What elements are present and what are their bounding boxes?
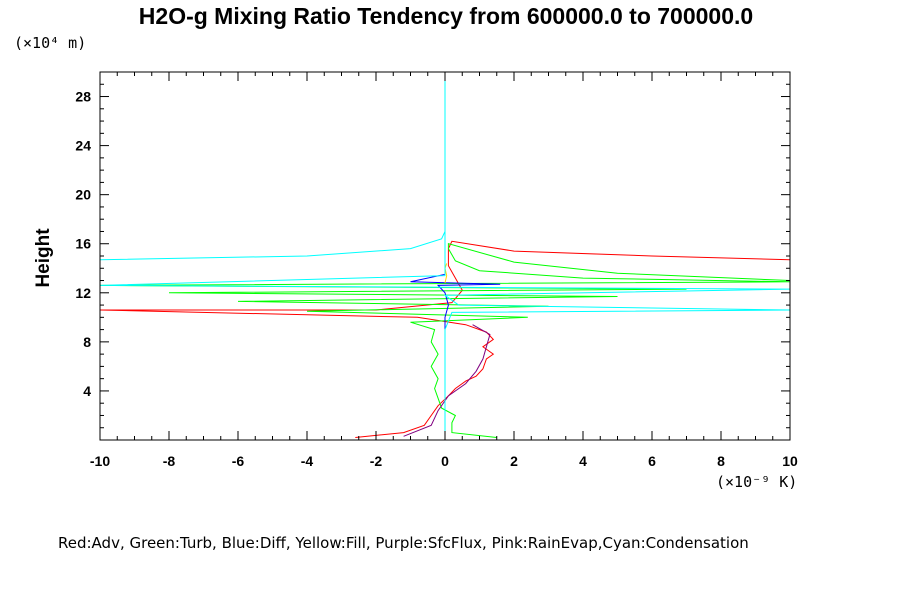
series-line-5 [99,72,791,440]
x-tick-label: 0 [441,453,449,469]
y-tick-label: 12 [75,285,91,301]
x-tick-label: -6 [232,453,245,469]
y-tick-label: 4 [83,383,91,399]
x-tick-label: 10 [782,453,798,469]
y-axis-label: Height [33,228,54,288]
chart-title: H2O-g Mixing Ratio Tendency from 600000.… [139,3,753,29]
legend: Red:Adv, Green:Turb, Blue:Diff, Yellow:F… [58,534,749,552]
series-line-4 [403,324,491,437]
series-layer [99,72,791,440]
y-unit-label: (×10⁴ m) [14,34,86,52]
y-tick-label: 24 [75,138,91,154]
x-tick-label: 6 [648,453,656,469]
series-line-2 [410,260,501,416]
series-line-3 [444,263,448,284]
series-line-1 [99,243,791,438]
x-unit-label: (×10⁻⁹ K) [716,473,797,491]
x-tick-label: -10 [90,453,110,469]
y-tick-label: 8 [83,334,91,350]
plot-frame [99,71,791,441]
x-tick-label: 8 [717,453,725,469]
x-tick-label: 4 [579,453,587,469]
x-tick-label: -2 [370,453,383,469]
y-tick-label: 28 [75,89,91,105]
x-tick-label: 2 [510,453,518,469]
x-tick-label: -8 [163,453,176,469]
x-tick-label: -4 [301,453,314,469]
y-tick-label: 20 [75,187,91,203]
y-tick-label: 16 [75,236,91,252]
